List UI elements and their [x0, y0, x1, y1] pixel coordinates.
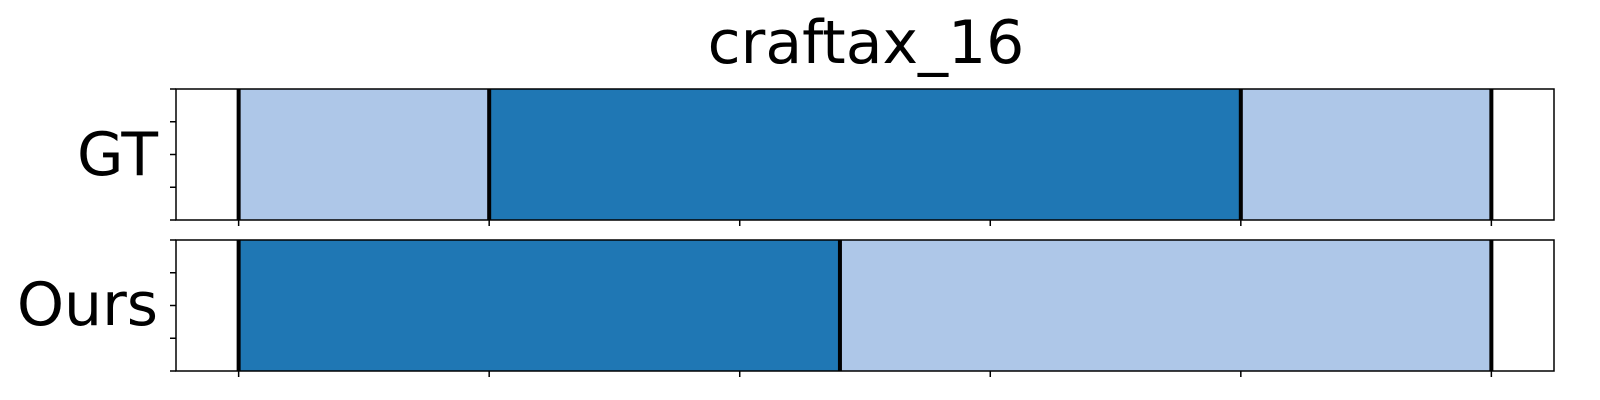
segment-gt-1 [489, 89, 1241, 220]
segment-gt-2 [1240, 89, 1492, 220]
segment-ours-0 [238, 240, 840, 371]
row-label-gt: GT [77, 120, 158, 190]
row-label-ours: Ours [17, 270, 158, 340]
plot-layer [170, 88, 1555, 377]
segment-gt-0 [238, 89, 490, 220]
segment-ours-1 [839, 240, 1492, 371]
chart-title: craftax_16 [708, 8, 1025, 78]
